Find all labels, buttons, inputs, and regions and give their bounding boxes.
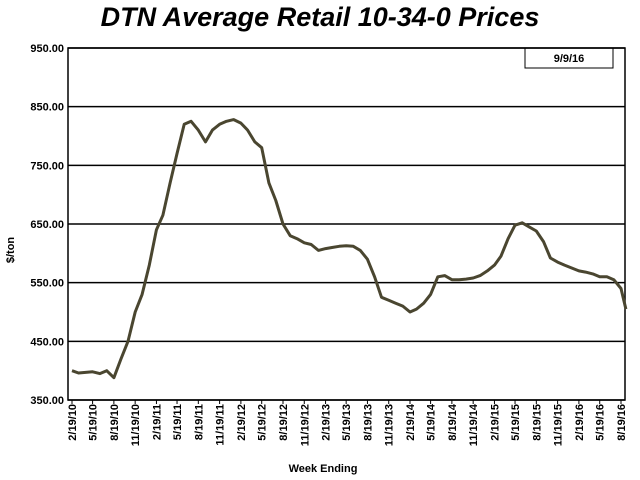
price-line (71, 118, 628, 380)
x-tick-label: 11/19/10 (130, 404, 142, 446)
x-tick-label: 11/19/12 (299, 404, 311, 446)
x-tick-label: 8/19/14 (447, 403, 459, 441)
x-tick-label: 5/19/13 (341, 404, 353, 441)
x-tick-label: 11/19/13 (384, 404, 396, 446)
y-tick-label: 950.00 (30, 43, 64, 55)
x-tick-label: 5/19/16 (595, 404, 607, 441)
x-tick-label: 2/19/11 (151, 404, 163, 440)
x-tick-label: 11/19/14 (468, 403, 480, 446)
x-tick-label: 8/19/15 (531, 404, 543, 441)
y-tick-label: 650.00 (30, 219, 64, 231)
x-tick-label: 8/19/12 (278, 404, 290, 441)
y-tick-label: 550.00 (30, 278, 64, 290)
chart-title: DTN Average Retail 10-34-0 Prices (101, 2, 540, 32)
x-tick-label: 5/19/14 (426, 403, 438, 441)
x-tick-label: 2/19/14 (405, 403, 417, 441)
y-tick-label: 350.00 (30, 395, 64, 407)
y-axis-label: $/ton (5, 237, 17, 264)
x-tick-label: 2/19/15 (489, 404, 501, 441)
x-tick-label: 2/19/12 (236, 404, 248, 441)
x-axis-label: Week Ending (289, 463, 358, 475)
y-tick-label: 750.00 (30, 160, 64, 172)
x-tick-label: 5/19/12 (257, 404, 269, 441)
x-tick-label: 5/19/15 (510, 404, 522, 441)
y-tick-label: 850.00 (30, 102, 64, 114)
x-tick-label: 8/19/10 (109, 404, 121, 441)
x-tick-label: 8/19/11 (193, 404, 205, 440)
x-tick-label: 2/19/16 (574, 404, 586, 441)
x-tick-label: 2/19/10 (67, 404, 79, 441)
x-tick-label: 5/19/10 (88, 404, 100, 441)
x-tick-label: 8/19/16 (616, 404, 628, 441)
x-tick-label: 8/19/13 (362, 404, 374, 441)
plot-frame (67, 47, 626, 401)
x-tick-label: 11/19/11 (215, 404, 227, 446)
x-tick-label: 2/19/13 (321, 404, 333, 441)
x-tick-label: 11/19/15 (553, 404, 565, 446)
y-tick-label: 450.00 (30, 336, 64, 348)
x-tick-label: 5/19/11 (172, 404, 184, 440)
date-label: 9/9/16 (554, 53, 585, 65)
